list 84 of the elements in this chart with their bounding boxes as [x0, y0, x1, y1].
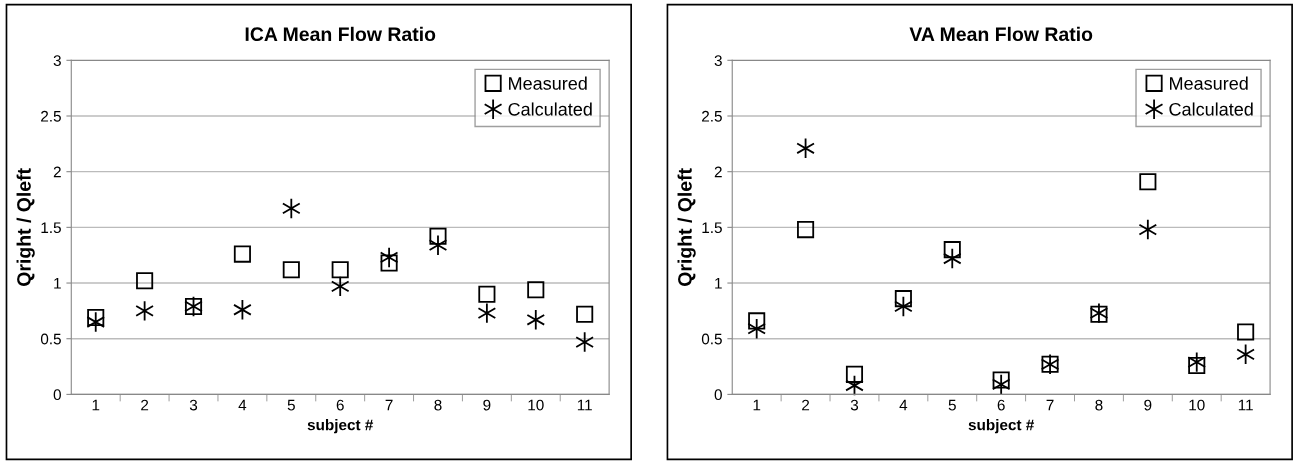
point — [330, 275, 350, 298]
x-tick-label: 6 — [997, 399, 1005, 411]
x-tick-label: 9 — [1144, 399, 1152, 411]
point — [845, 365, 864, 383]
y-tick-label: 2 — [53, 166, 61, 178]
x-tick-label: 4 — [899, 399, 908, 411]
point — [1187, 351, 1207, 373]
point — [136, 272, 154, 290]
point — [477, 302, 497, 324]
point — [233, 299, 252, 321]
point — [991, 373, 1011, 396]
point — [894, 295, 913, 318]
x-tick-label: 9 — [483, 399, 491, 411]
x-tick-label: 3 — [189, 399, 198, 411]
point — [943, 241, 961, 259]
y-tick-label: 3 — [714, 55, 722, 67]
point — [992, 371, 1010, 389]
x-tick-label: 8 — [434, 399, 442, 411]
point — [331, 261, 349, 279]
y-tick-label: 0 — [53, 389, 61, 401]
legend-label: Calculated — [1169, 102, 1253, 116]
point — [575, 331, 594, 353]
point — [428, 234, 448, 256]
y-tick-label: 0.5 — [40, 333, 61, 345]
point — [86, 311, 106, 333]
y-tick-label: 0 — [714, 389, 722, 401]
x-tick-label: 10 — [528, 399, 544, 411]
y-tick-label: 3 — [53, 55, 61, 67]
legend-label: Measured — [1170, 76, 1248, 90]
y-tick-label: 1 — [715, 278, 722, 289]
point — [282, 261, 300, 279]
x-tick-label: 2 — [802, 399, 810, 411]
chart-title: VA Mean Flow Ratio — [909, 26, 1093, 42]
point — [942, 247, 962, 270]
point — [1236, 343, 1255, 365]
x-tick-label: 5 — [948, 399, 956, 411]
point — [894, 290, 912, 308]
x-tick-label: 7 — [1046, 399, 1054, 411]
point — [527, 281, 545, 299]
y-tick-label: 2 — [714, 166, 722, 178]
x-tick-label: 1 — [92, 399, 100, 411]
x-tick-label: 8 — [1095, 399, 1103, 411]
point — [478, 285, 496, 303]
y-axis-title: Qright / Qleft — [16, 168, 35, 286]
point — [135, 300, 154, 322]
chart-title: ICA Mean Flow Ratio — [245, 26, 436, 42]
point — [379, 246, 399, 269]
point — [796, 137, 815, 159]
y-tick-label: 1.5 — [41, 222, 61, 234]
x-tick-label: 4 — [238, 399, 247, 411]
y-axis-title: Qright / Qleft — [677, 168, 696, 286]
point — [1237, 323, 1255, 341]
point — [1188, 356, 1206, 374]
point — [1138, 218, 1158, 241]
point — [845, 374, 864, 397]
x-tick-label: 11 — [1238, 399, 1253, 411]
x-tick-label: 5 — [287, 399, 295, 411]
x-axis-title: subject # — [307, 419, 374, 434]
x-tick-label: 10 — [1189, 399, 1205, 411]
x-tick-label: 6 — [336, 399, 344, 411]
x-tick-label: 1 — [753, 399, 761, 411]
x-tick-label: 2 — [141, 399, 149, 411]
x-tick-label: 11 — [577, 399, 592, 411]
x-tick-label: 7 — [385, 399, 393, 411]
y-tick-label: 2.5 — [41, 110, 61, 122]
x-tick-label: 3 — [850, 399, 859, 411]
point — [87, 309, 105, 327]
point — [281, 197, 301, 220]
point — [526, 309, 546, 331]
point — [1139, 173, 1157, 191]
x-axis-title: subject # — [968, 419, 1035, 434]
y-tick-label: 2.5 — [702, 110, 722, 122]
point — [797, 221, 815, 239]
point — [576, 305, 594, 323]
legend-label: Calculated — [508, 102, 592, 116]
legend-label: Measured — [509, 76, 587, 90]
y-tick-label: 0.5 — [701, 333, 722, 345]
point — [747, 318, 767, 340]
y-tick-label: 1 — [54, 278, 61, 289]
point — [380, 254, 398, 272]
point — [748, 312, 766, 330]
point — [429, 227, 447, 245]
point — [233, 245, 251, 263]
y-tick-label: 1.5 — [702, 222, 722, 234]
